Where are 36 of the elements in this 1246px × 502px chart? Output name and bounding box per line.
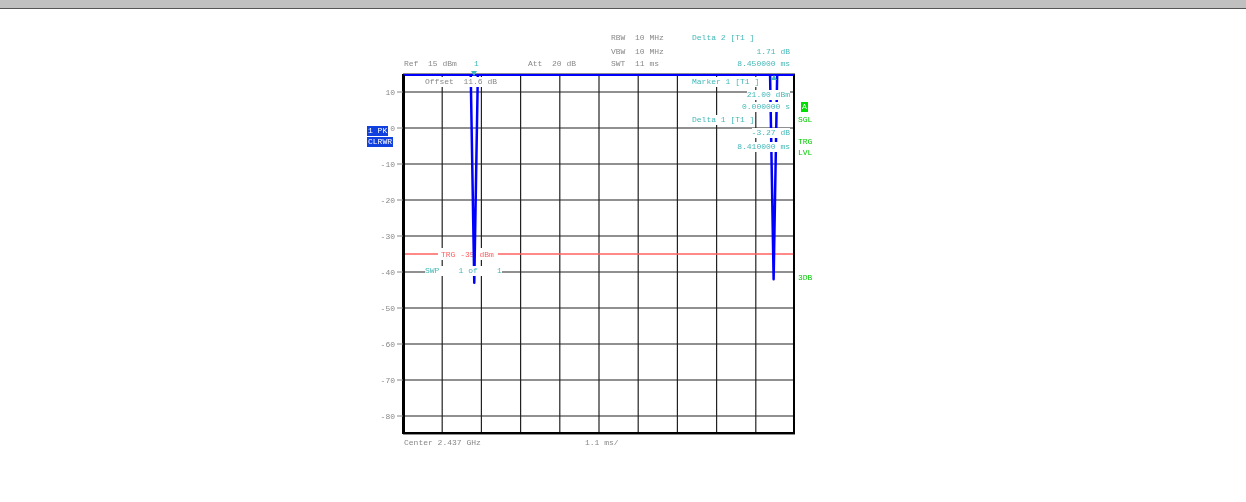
- text: 3DB: [798, 273, 813, 283]
- annotation: Offset 11.6 dB: [425, 77, 498, 87]
- text: Ref 15 dBm: [404, 59, 457, 69]
- text: Delta 2 [T1 ]: [692, 33, 755, 43]
- text: TRG: [798, 137, 813, 147]
- text: RBW 10 MHz: [611, 33, 664, 43]
- annotation: 21.00 dBm: [746, 90, 790, 100]
- text: 1 PK: [367, 126, 389, 136]
- y-tick-label: -20: [380, 195, 396, 205]
- text: VBW 10 MHz: [611, 47, 664, 57]
- y-tick-label: -10: [380, 159, 396, 169]
- annotation: SWP 1 of 1: [425, 266, 502, 276]
- y-tick-label: -30: [380, 231, 396, 241]
- text: 8.450000 ms: [737, 59, 790, 69]
- annotation: Delta 1 [T1 ]: [692, 115, 755, 125]
- annotation: 0.000000 s: [741, 102, 790, 112]
- y-tick-label: -50: [380, 303, 396, 313]
- text: SWT 11 ms: [611, 59, 660, 69]
- text: Center 2.437 GHz: [404, 438, 481, 448]
- y-tick-label: -70: [380, 375, 396, 385]
- text: LVL: [798, 148, 813, 158]
- text: 1.1 ms/: [585, 438, 619, 448]
- text: Att 20 dB: [528, 59, 577, 69]
- y-tick-label: -60: [380, 339, 396, 349]
- text: A: [801, 102, 808, 112]
- annotation: 8.410000 ms: [737, 142, 790, 152]
- text: 1: [474, 59, 479, 69]
- y-tick-label: -40: [380, 267, 396, 277]
- text: 1.71 dB: [756, 47, 790, 57]
- y-tick-label: 0: [390, 123, 396, 133]
- annotation: Marker 1 [T1 ]: [692, 77, 760, 87]
- text: SGL: [798, 115, 813, 125]
- annotation: -3.27 dB: [751, 128, 790, 138]
- text: CLRWR: [367, 137, 394, 147]
- y-tick-label: -80: [380, 411, 396, 421]
- y-tick-label: 10: [385, 87, 396, 97]
